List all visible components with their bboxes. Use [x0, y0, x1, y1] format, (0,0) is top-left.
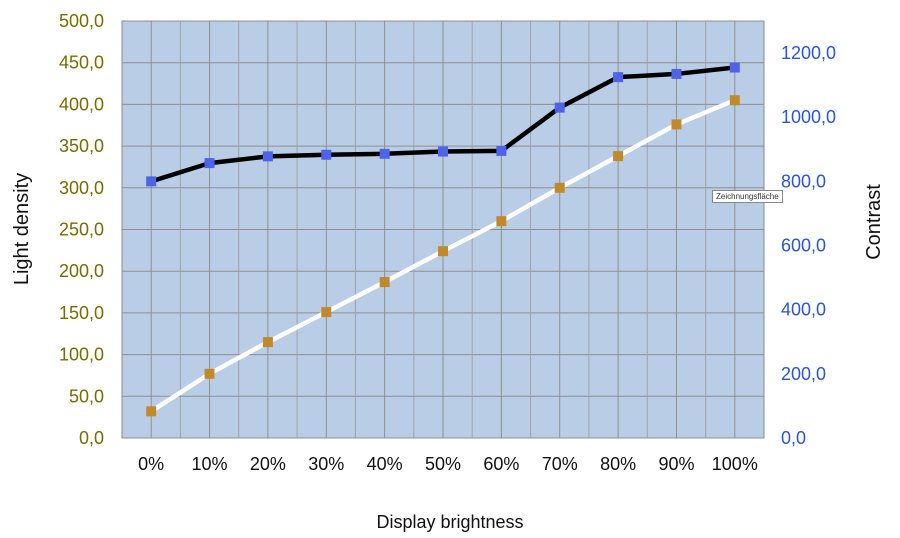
y-left-tick-label: 200,0	[59, 261, 104, 281]
series-0-point[interactable]	[379, 277, 390, 288]
y-right-tick-label: 1000,0	[781, 107, 836, 127]
series-1-point[interactable]	[438, 146, 448, 157]
series-1-point[interactable]	[262, 151, 273, 162]
x-tick-label: 0%	[138, 454, 164, 474]
series-0-point[interactable]	[671, 119, 682, 130]
x-tick-label: 70%	[542, 454, 578, 474]
right-axis-ticks: 0,0 200,0 400,0 600,0 800,0 1000,0 1200,0	[781, 43, 836, 448]
x-tick-label: 100%	[712, 454, 758, 474]
y-left-tick-label: 300,0	[59, 178, 104, 198]
y-right-tick-label: 1200,0	[781, 43, 836, 63]
x-axis-title: Display brightness	[376, 512, 523, 532]
series-1-point[interactable]	[146, 176, 157, 187]
y-left-tick-label: 0,0	[79, 428, 104, 448]
series-0-point[interactable]	[321, 307, 332, 318]
y-right-tick-label: 200,0	[781, 364, 826, 384]
series-1-point[interactable]	[729, 62, 740, 73]
y-left-tick-label: 100,0	[59, 345, 104, 365]
x-tick-label: 50%	[425, 454, 461, 474]
chart-tooltip: Zeichnungsfläche	[712, 190, 783, 203]
series-0-point[interactable]	[613, 151, 624, 162]
series-0-point[interactable]	[496, 216, 507, 227]
series-1-point[interactable]	[613, 72, 624, 83]
y-left-tick-label: 450,0	[59, 53, 104, 73]
y-axis-right-title: Contrast	[863, 184, 885, 260]
y-right-tick-label: 600,0	[781, 236, 826, 256]
y-left-tick-label: 150,0	[59, 303, 104, 323]
series-0-point[interactable]	[262, 337, 273, 348]
series-0-point[interactable]	[204, 368, 215, 379]
y-right-tick-label: 0,0	[781, 428, 806, 448]
y-axis-left-title: Light density	[11, 173, 33, 285]
y-right-tick-label: 800,0	[781, 171, 826, 191]
vertical-gridlines	[150, 21, 736, 438]
x-tick-label: 20%	[250, 454, 286, 474]
series-1-point[interactable]	[204, 158, 215, 169]
y-left-tick-label: 400,0	[59, 94, 104, 114]
y-right-tick-label: 400,0	[781, 300, 826, 320]
series-1-point[interactable]	[379, 148, 390, 159]
series-0-point[interactable]	[729, 95, 740, 106]
series-0-point[interactable]	[554, 182, 565, 193]
x-tick-label: 90%	[658, 454, 694, 474]
series-1-point[interactable]	[554, 102, 565, 113]
series-1-point[interactable]	[321, 149, 332, 160]
x-tick-label: 80%	[600, 454, 636, 474]
x-axis-ticks: 0% 10% 20% 30% 40% 50% 60% 70% 80% 90% 100%	[138, 454, 758, 474]
series-0-point[interactable]	[438, 246, 448, 257]
series-0-point[interactable]	[146, 406, 157, 417]
y-left-tick-label: 500,0	[59, 11, 104, 31]
series-1-point[interactable]	[671, 68, 682, 79]
x-tick-label: 10%	[192, 454, 228, 474]
y-left-tick-label: 50,0	[69, 386, 104, 406]
x-tick-label: 30%	[308, 454, 344, 474]
series-1-point[interactable]	[496, 145, 507, 156]
y-left-tick-label: 350,0	[59, 136, 104, 156]
left-axis-ticks: 0,0 50,0 100,0 150,0 200,0 250,0 300,0 350,0 400…	[59, 11, 104, 448]
series-layer	[146, 62, 740, 417]
x-tick-label: 60%	[483, 454, 519, 474]
y-left-tick-label: 250,0	[59, 220, 104, 240]
x-tick-label: 40%	[367, 454, 403, 474]
